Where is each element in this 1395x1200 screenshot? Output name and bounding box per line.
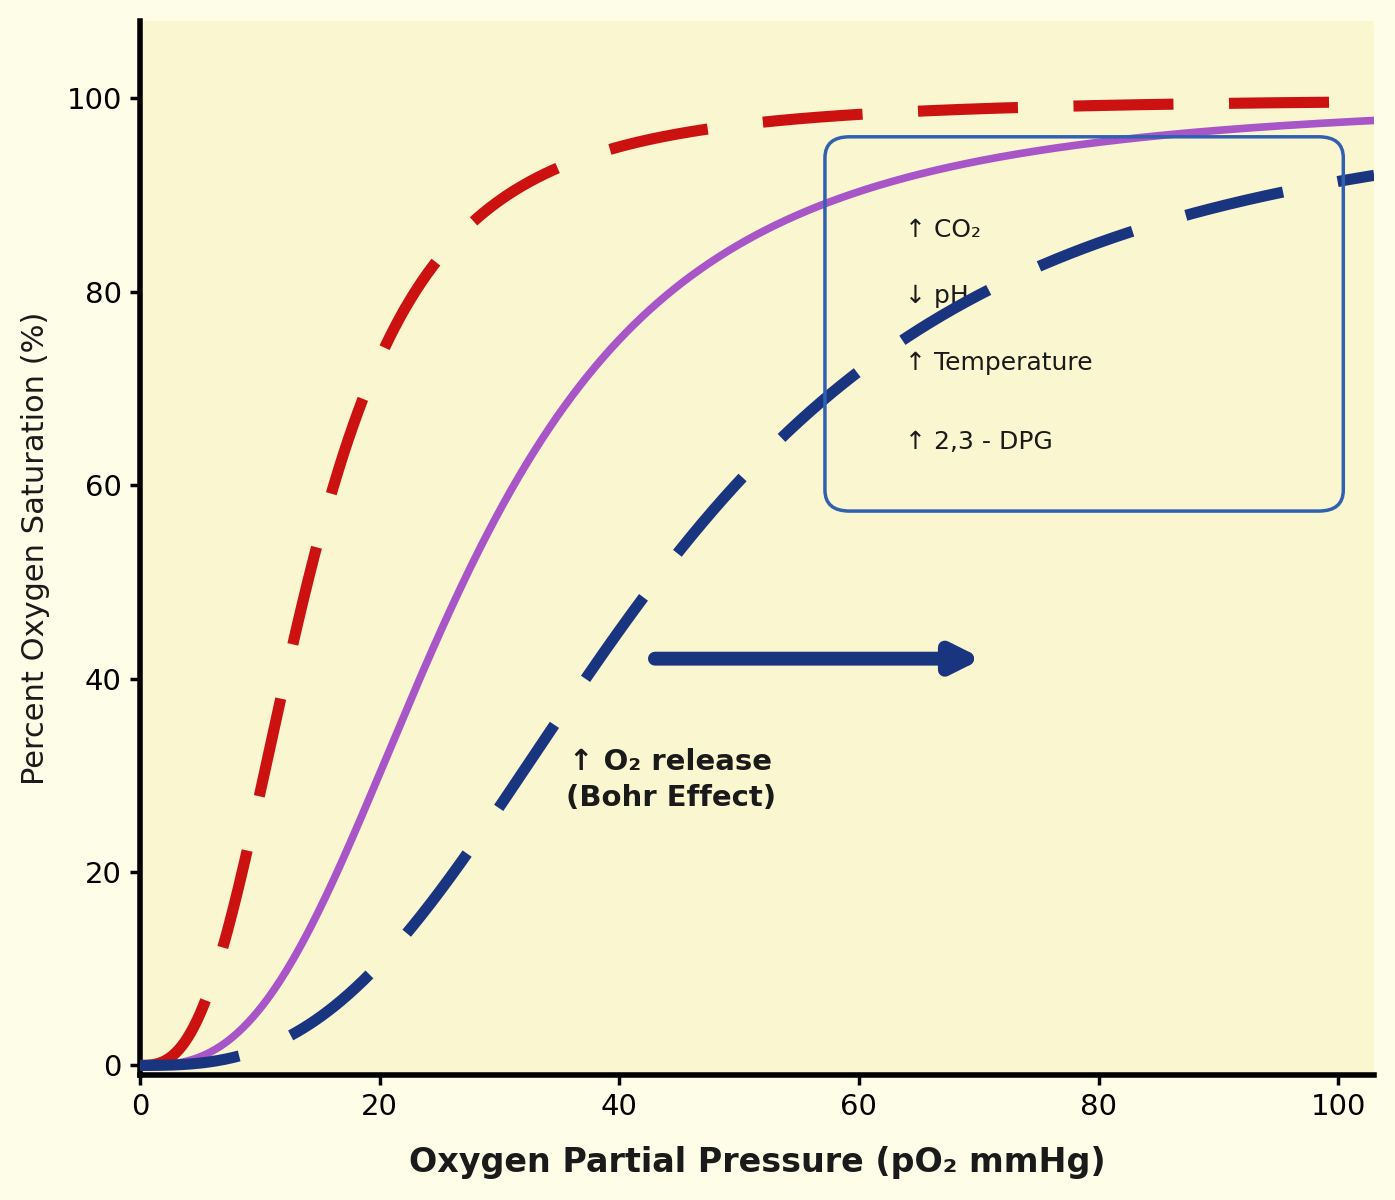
Text: ↑ CO₂: ↑ CO₂ bbox=[905, 217, 981, 241]
Text: ↑ 2,3 - DPG: ↑ 2,3 - DPG bbox=[905, 431, 1053, 455]
Text: ↓ pH: ↓ pH bbox=[905, 284, 970, 308]
Y-axis label: Percent Oxygen Saturation (%): Percent Oxygen Saturation (%) bbox=[21, 311, 50, 785]
X-axis label: Oxygen Partial Pressure (pO₂ mmHg): Oxygen Partial Pressure (pO₂ mmHg) bbox=[409, 1146, 1105, 1180]
Text: ↑ O₂ release
(Bohr Effect): ↑ O₂ release (Bohr Effect) bbox=[565, 748, 776, 812]
Text: ↑ Temperature: ↑ Temperature bbox=[905, 350, 1092, 374]
